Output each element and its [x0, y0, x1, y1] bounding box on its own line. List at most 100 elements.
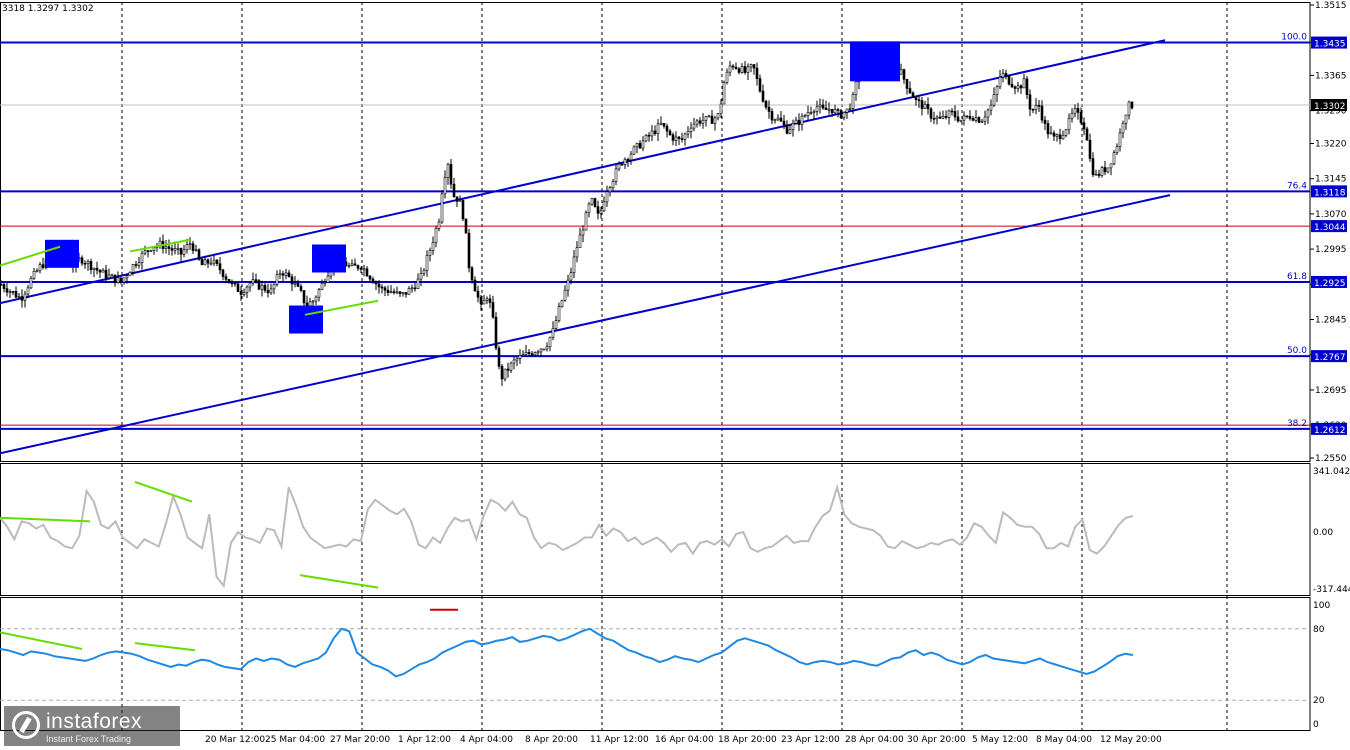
- candle-body: [617, 163, 621, 170]
- candle-body: [1115, 146, 1119, 154]
- divergence-line: [0, 245, 61, 267]
- candle-body: [20, 296, 24, 301]
- candle-body: [383, 287, 387, 291]
- rsi-line: [0, 627, 1134, 678]
- candle-body: [122, 277, 126, 283]
- fib-level-label: 76.4: [1287, 181, 1307, 191]
- candle-body: [362, 268, 366, 271]
- candle-body: [512, 359, 516, 364]
- cci-tick-label: 0.00: [1313, 528, 1333, 538]
- candle-body: [374, 282, 378, 285]
- candle-body: [614, 168, 618, 182]
- candle-body: [1106, 167, 1110, 173]
- candle-body: [530, 353, 534, 356]
- candle-body: [230, 282, 234, 285]
- candle-body: [14, 291, 18, 298]
- candle-body: [1043, 119, 1047, 124]
- candle-body: [848, 108, 852, 110]
- candle-body: [746, 66, 750, 73]
- candle-body: [968, 116, 972, 119]
- candle-body: [665, 125, 669, 132]
- current-price-box: [1311, 98, 1347, 111]
- candle-body: [1064, 129, 1068, 136]
- candle-body: [650, 130, 654, 137]
- time-tick-label: 8 May 04:00: [1036, 735, 1092, 745]
- candle-body: [773, 119, 777, 122]
- candle-body: [515, 358, 519, 361]
- time-tick-label: 4 Apr 04:00: [460, 735, 513, 745]
- red-level-price: 1.3044: [1314, 223, 1346, 233]
- candle-body: [809, 112, 813, 114]
- candle-body: [356, 265, 360, 269]
- signal-marker: [850, 41, 900, 82]
- candle-body: [854, 81, 858, 95]
- candle-body: [392, 291, 396, 294]
- candle-body: [917, 99, 921, 102]
- candle-body: [194, 249, 198, 251]
- candle-body: [899, 69, 903, 75]
- candle-body: [797, 119, 801, 126]
- panel-frame-2: [0, 463, 1311, 596]
- time-tick-label: 28 Apr 04:00: [845, 735, 904, 745]
- candle-body: [401, 292, 405, 294]
- candle-body: [287, 272, 291, 278]
- cci-tick-label: -317.444: [1313, 585, 1350, 595]
- candle-body: [233, 282, 237, 285]
- candle-body: [326, 275, 330, 283]
- candle-body: [89, 261, 93, 270]
- candle-body: [35, 270, 39, 273]
- candle-body: [284, 272, 288, 276]
- candle-body: [281, 273, 285, 276]
- candle-body: [713, 117, 717, 124]
- candle-body: [164, 246, 168, 249]
- candle-body: [611, 181, 615, 188]
- candle-body: [758, 78, 762, 92]
- candle-body: [452, 183, 456, 198]
- candle-body: [1037, 105, 1041, 107]
- candle-body: [17, 296, 21, 298]
- candle-body: [824, 107, 828, 110]
- candle-body: [557, 306, 561, 321]
- candle-body: [815, 106, 819, 112]
- candle-body: [86, 261, 90, 265]
- candle-body: [482, 300, 486, 305]
- candle-body: [998, 76, 1002, 88]
- candle-body: [110, 274, 114, 277]
- candle-body: [29, 277, 33, 289]
- candle-body: [647, 134, 651, 137]
- panel-frame-1: [0, 2, 1311, 462]
- candle-body: [119, 277, 123, 283]
- candle-body: [386, 289, 390, 294]
- candle-body: [275, 274, 279, 285]
- candle-body: [245, 286, 249, 293]
- candle-body: [620, 163, 624, 166]
- candle-body: [1118, 132, 1122, 147]
- candle-body: [701, 119, 705, 124]
- candle-body: [752, 64, 756, 69]
- candle-body: [80, 257, 84, 264]
- candle-body: [704, 116, 708, 121]
- candle-body: [839, 110, 843, 119]
- candle-body: [551, 328, 555, 338]
- candle-body: [146, 250, 150, 252]
- price-tick-label: 1.3515: [1315, 1, 1347, 11]
- candle-body: [185, 244, 189, 251]
- candle-body: [545, 346, 549, 350]
- candle-body: [440, 193, 444, 223]
- candle-body: [1082, 122, 1086, 130]
- candle-body: [845, 108, 849, 113]
- candle-body: [761, 90, 765, 102]
- candle-body: [302, 290, 306, 304]
- price-tick-label: 1.3220: [1315, 139, 1347, 149]
- candle-body: [2, 284, 6, 289]
- candle-body: [911, 92, 915, 98]
- candle-body: [1076, 108, 1080, 113]
- candle-body: [632, 146, 636, 155]
- candle-body: [536, 351, 540, 354]
- candle-body: [1091, 158, 1095, 176]
- candle-body: [755, 67, 759, 79]
- candle-body: [683, 133, 687, 140]
- candle-body: [446, 164, 450, 179]
- rsi-divergence-line: [134, 642, 196, 652]
